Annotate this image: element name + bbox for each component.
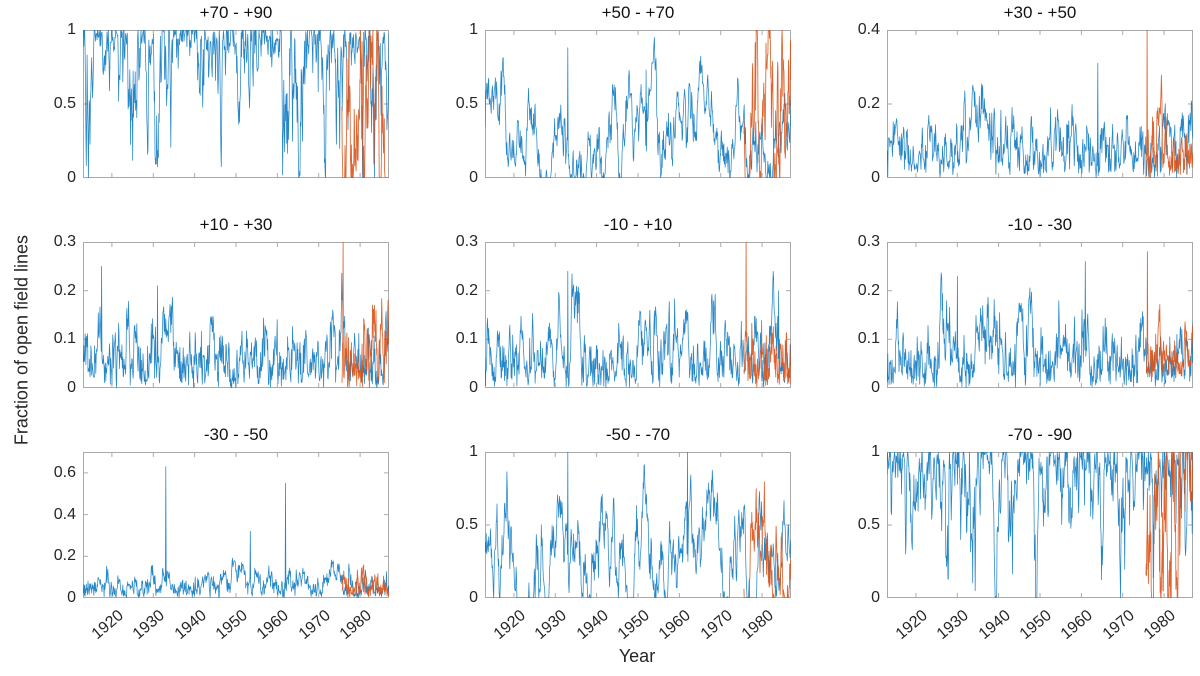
x-tick-label: 1970 (1099, 607, 1138, 643)
plot-area (83, 242, 389, 388)
series-line-orange (1145, 30, 1193, 178)
series-line-orange (1145, 452, 1193, 598)
series-line-orange (341, 564, 389, 598)
y-tick-label: 1 (871, 443, 880, 460)
y-tick-label: 0.5 (53, 95, 76, 112)
y-tick-label: 1 (469, 21, 478, 38)
plot-area (485, 30, 791, 178)
y-tick-label: 0.2 (857, 95, 880, 112)
series-line-orange (743, 30, 791, 178)
subplot--30--50 (83, 452, 389, 598)
subplot--10-+10 (485, 242, 791, 388)
x-axis-label: Year (618, 646, 656, 666)
x-tick-label: 1950 (212, 607, 251, 643)
y-tick-label: 0 (469, 379, 478, 396)
x-tick-label: 1960 (656, 607, 695, 643)
series-line-orange (743, 481, 791, 598)
x-tick-label: 1930 (934, 607, 973, 643)
subplot--70--90 (887, 452, 1193, 598)
series-line-blue (887, 261, 1193, 388)
y-tick-label: 0.1 (53, 330, 76, 348)
y-tick-label: 0.3 (857, 233, 880, 250)
y-tick-label: 1 (67, 21, 76, 38)
y-tick-label: 0 (871, 589, 880, 606)
subplot-+10-+30 (83, 242, 389, 388)
plot-area (887, 30, 1193, 178)
subplot-title: +10 - +30 (199, 215, 273, 234)
y-tick-label: 0.1 (857, 330, 880, 348)
subplot-+70-+90 (83, 30, 389, 178)
plot-area (887, 452, 1193, 598)
y-tick-label: 0.5 (455, 516, 478, 533)
plot-area (83, 30, 389, 178)
y-tick-label: 0.5 (857, 516, 880, 533)
x-tick-label: 1920 (490, 607, 529, 643)
y-tick-label: 1 (469, 443, 478, 460)
subplot-+30-+50 (887, 30, 1193, 178)
subplot-title: +50 - +70 (601, 3, 675, 22)
x-tick-label: 1960 (254, 607, 293, 643)
x-tick-label: 1940 (171, 607, 210, 643)
x-tick-label: 1980 (1140, 607, 1179, 643)
series-line-blue (485, 452, 791, 598)
subplot-title: -10 - +10 (603, 215, 673, 234)
y-tick-label: 0.3 (53, 233, 76, 250)
series-line-blue (485, 270, 791, 388)
x-tick-label: 1950 (614, 607, 653, 643)
y-tick-label: 0.6 (53, 463, 76, 481)
y-tick-label: 0.2 (53, 547, 76, 565)
subplot-title: +30 - +50 (1003, 3, 1077, 22)
series-line-orange (341, 30, 389, 178)
plot-area (485, 242, 791, 388)
y-tick-label: 0 (67, 379, 76, 396)
y-tick-label: 0.3 (455, 233, 478, 250)
subplot-title: +70 - +90 (199, 3, 273, 22)
y-tick-label: 0.2 (857, 281, 880, 299)
subplot--10--30 (887, 242, 1193, 388)
y-tick-label: 0 (67, 169, 76, 186)
y-tick-label: 0 (871, 169, 880, 186)
series-line-blue (83, 466, 389, 598)
plot-area (887, 242, 1193, 388)
y-tick-label: 0.2 (455, 281, 478, 299)
series-line-orange (743, 242, 791, 388)
series-line-blue (887, 62, 1193, 178)
y-tick-label: 0.5 (455, 95, 478, 112)
x-tick-label: 1940 (573, 607, 612, 643)
y-tick-label: 0.4 (857, 21, 880, 38)
y-tick-label: 0 (67, 589, 76, 606)
x-tick-label: 1970 (295, 607, 334, 643)
plot-area (83, 452, 389, 598)
x-tick-label: 1980 (738, 607, 777, 643)
x-tick-label: 1960 (1058, 607, 1097, 643)
series-line-blue (83, 30, 389, 178)
x-tick-label: 1950 (1016, 607, 1055, 643)
series-line-blue (887, 452, 1193, 598)
y-tick-label: 0.4 (53, 505, 76, 523)
subplot-+50-+70 (485, 30, 791, 178)
x-tick-label: 1930 (532, 607, 571, 643)
series-line-blue (485, 37, 791, 178)
x-tick-label: 1920 (88, 607, 127, 643)
x-tick-label: 1980 (336, 607, 375, 643)
x-tick-label: 1940 (975, 607, 1014, 643)
subplot-title: -50 - -70 (605, 425, 671, 444)
y-tick-label: 0 (871, 379, 880, 396)
x-tick-label: 1920 (892, 607, 931, 643)
y-tick-label: 0.2 (53, 281, 76, 299)
series-line-orange (341, 242, 389, 388)
subplot-title: -10 - -30 (1007, 215, 1073, 234)
subplot-title: -70 - -90 (1007, 425, 1073, 444)
x-tick-label: 1970 (697, 607, 736, 643)
subplot-title: -30 - -50 (203, 425, 269, 444)
y-tick-label: 0 (469, 169, 478, 186)
y-tick-label: 0.1 (455, 330, 478, 348)
subplot--50--70 (485, 452, 791, 598)
series-line-blue (83, 265, 389, 388)
plot-area (485, 452, 791, 598)
series-line-orange (1145, 251, 1193, 379)
y-tick-label: 0 (469, 589, 478, 606)
x-tick-label: 1930 (130, 607, 169, 643)
